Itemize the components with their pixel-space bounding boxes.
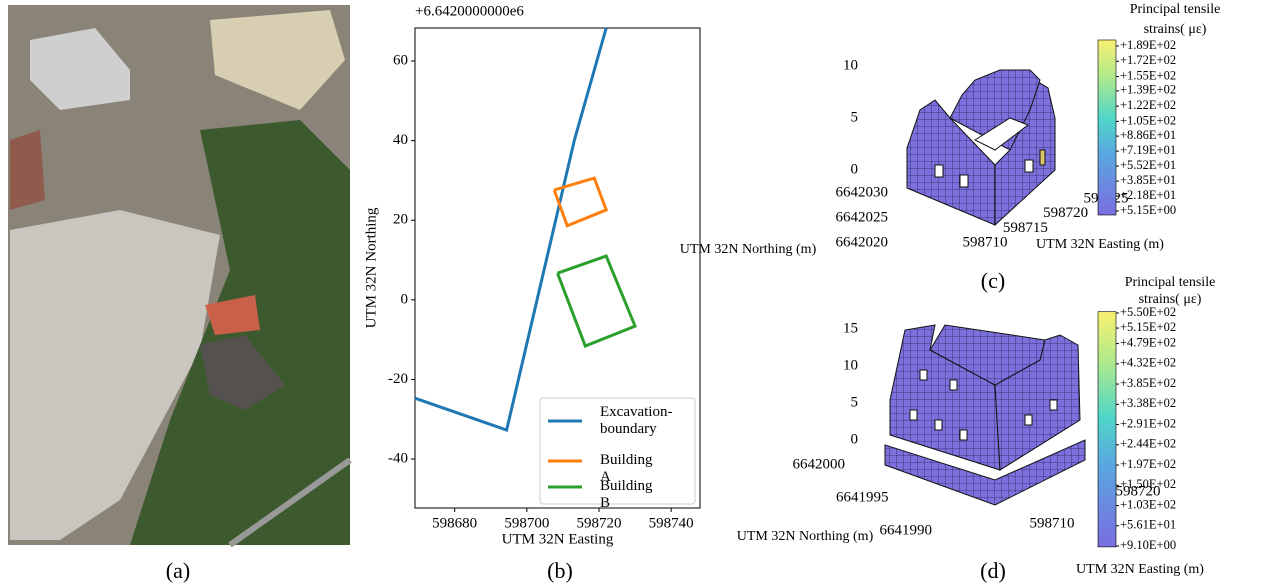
y-axis-label: UTM 32N Northing (m) — [680, 242, 817, 257]
colorbar-title: strains( με) — [1144, 22, 1207, 37]
colorbar-tick-label: +7.19E+01 — [1120, 143, 1176, 157]
y-tick-label: -20 — [388, 371, 408, 387]
y-axis-label: UTM 32N Northing — [363, 207, 379, 328]
colorbar-title: Principal tensile — [1130, 2, 1221, 17]
colorbar-tick-label: +3.85E+02 — [1120, 376, 1176, 390]
z-tick-label: 15 — [843, 320, 858, 336]
colorbar-tick-label: +1.89E+02 — [1120, 38, 1176, 52]
z-tick-label: 0 — [851, 431, 859, 447]
colorbar-tick-label: +2.44E+02 — [1120, 437, 1176, 451]
z-tick-label: 5 — [851, 394, 859, 410]
colorbar-tick-label: +5.15E+00 — [1120, 203, 1176, 217]
y-tick-label: 60 — [393, 52, 408, 68]
series-line — [558, 256, 636, 346]
panel-caption: (d) — [980, 558, 1006, 583]
colorbar-tick-label: +2.91E+02 — [1120, 416, 1176, 430]
colorbar-tick-label: +5.61E+01 — [1120, 518, 1176, 532]
panel-caption: (b) — [547, 558, 573, 583]
colorbar-tick-label: +9.10E+00 — [1120, 538, 1176, 552]
y-tick-label: 6642020 — [836, 234, 889, 250]
y-tick-label: -40 — [388, 450, 408, 466]
building-model-c — [907, 70, 1055, 225]
y-tick-label: 6642000 — [793, 456, 846, 472]
colorbar-tick-label: +1.39E+02 — [1120, 83, 1176, 97]
x-tick-label: 598720 — [576, 515, 621, 531]
x-axis-label: UTM 32N Easting (m) — [1036, 237, 1164, 252]
colorbar — [1098, 312, 1116, 547]
colorbar-tick-label: +1.97E+02 — [1120, 457, 1176, 471]
y-axis-label: UTM 32N Northing (m) — [737, 529, 874, 544]
series-line — [415, 28, 606, 430]
colorbar-tick-label: +5.15E+02 — [1120, 320, 1176, 334]
colorbar-tick-label: +2.18E+01 — [1120, 188, 1176, 202]
colorbar-tick-label: +1.50E+02 — [1120, 477, 1176, 491]
z-tick-label: 5 — [851, 109, 859, 125]
panel-caption: (a) — [166, 558, 190, 583]
y-tick-label: 6641990 — [880, 522, 933, 538]
x-tick-label: 598710 — [1030, 515, 1075, 531]
z-tick-label: 10 — [843, 57, 858, 73]
colorbar-tick-label: +1.55E+02 — [1120, 68, 1176, 82]
figure: (a)+6.6420000000e65986805987005987205987… — [0, 0, 1266, 588]
panel-caption: (c) — [981, 268, 1005, 293]
y-tick-label: 0 — [401, 291, 409, 307]
colorbar-tick-label: +4.79E+02 — [1120, 335, 1176, 349]
colorbar-tick-label: +1.03E+02 — [1120, 497, 1176, 511]
building-model-d — [885, 325, 1085, 505]
z-tick-label: 0 — [851, 161, 859, 177]
series-line — [554, 178, 606, 226]
colorbar — [1098, 40, 1116, 215]
y-tick-label: 6641995 — [836, 489, 889, 505]
x-tick-label: 598680 — [432, 515, 477, 531]
x-tick-label: 598720 — [1043, 205, 1088, 221]
colorbar-tick-label: +5.50E+02 — [1120, 305, 1176, 319]
aerial-photo — [8, 5, 350, 545]
colorbar-tick-label: +3.38E+02 — [1120, 396, 1176, 410]
x-tick-label: 598740 — [649, 515, 694, 531]
colorbar-title: Principal tensile — [1125, 275, 1216, 290]
colorbar-tick-label: +1.72E+02 — [1120, 53, 1176, 67]
y-tick-label: 20 — [393, 212, 408, 228]
x-axis-label: UTM 32N Easting — [502, 531, 614, 547]
colorbar-tick-label: +3.85E+01 — [1120, 173, 1176, 187]
x-axis-label: UTM 32N Easting (m) — [1076, 562, 1204, 577]
colorbar-tick-label: +5.52E+01 — [1120, 158, 1176, 172]
colorbar-tick-label: +1.22E+02 — [1120, 98, 1176, 112]
x-tick-label: 598715 — [1003, 220, 1048, 236]
colorbar-tick-label: +4.32E+02 — [1120, 356, 1176, 370]
z-tick-label: 10 — [843, 357, 858, 373]
x-tick-label: 598700 — [504, 515, 549, 531]
colorbar-tick-label: +1.05E+02 — [1120, 113, 1176, 127]
colorbar-tick-label: +8.86E+01 — [1120, 128, 1176, 142]
y-tick-label: 40 — [393, 132, 408, 148]
offset-label: +6.6420000000e6 — [415, 3, 524, 19]
x-tick-label: 598710 — [963, 234, 1008, 250]
y-tick-label: 6642025 — [836, 209, 889, 225]
y-tick-label: 6642030 — [836, 184, 889, 200]
